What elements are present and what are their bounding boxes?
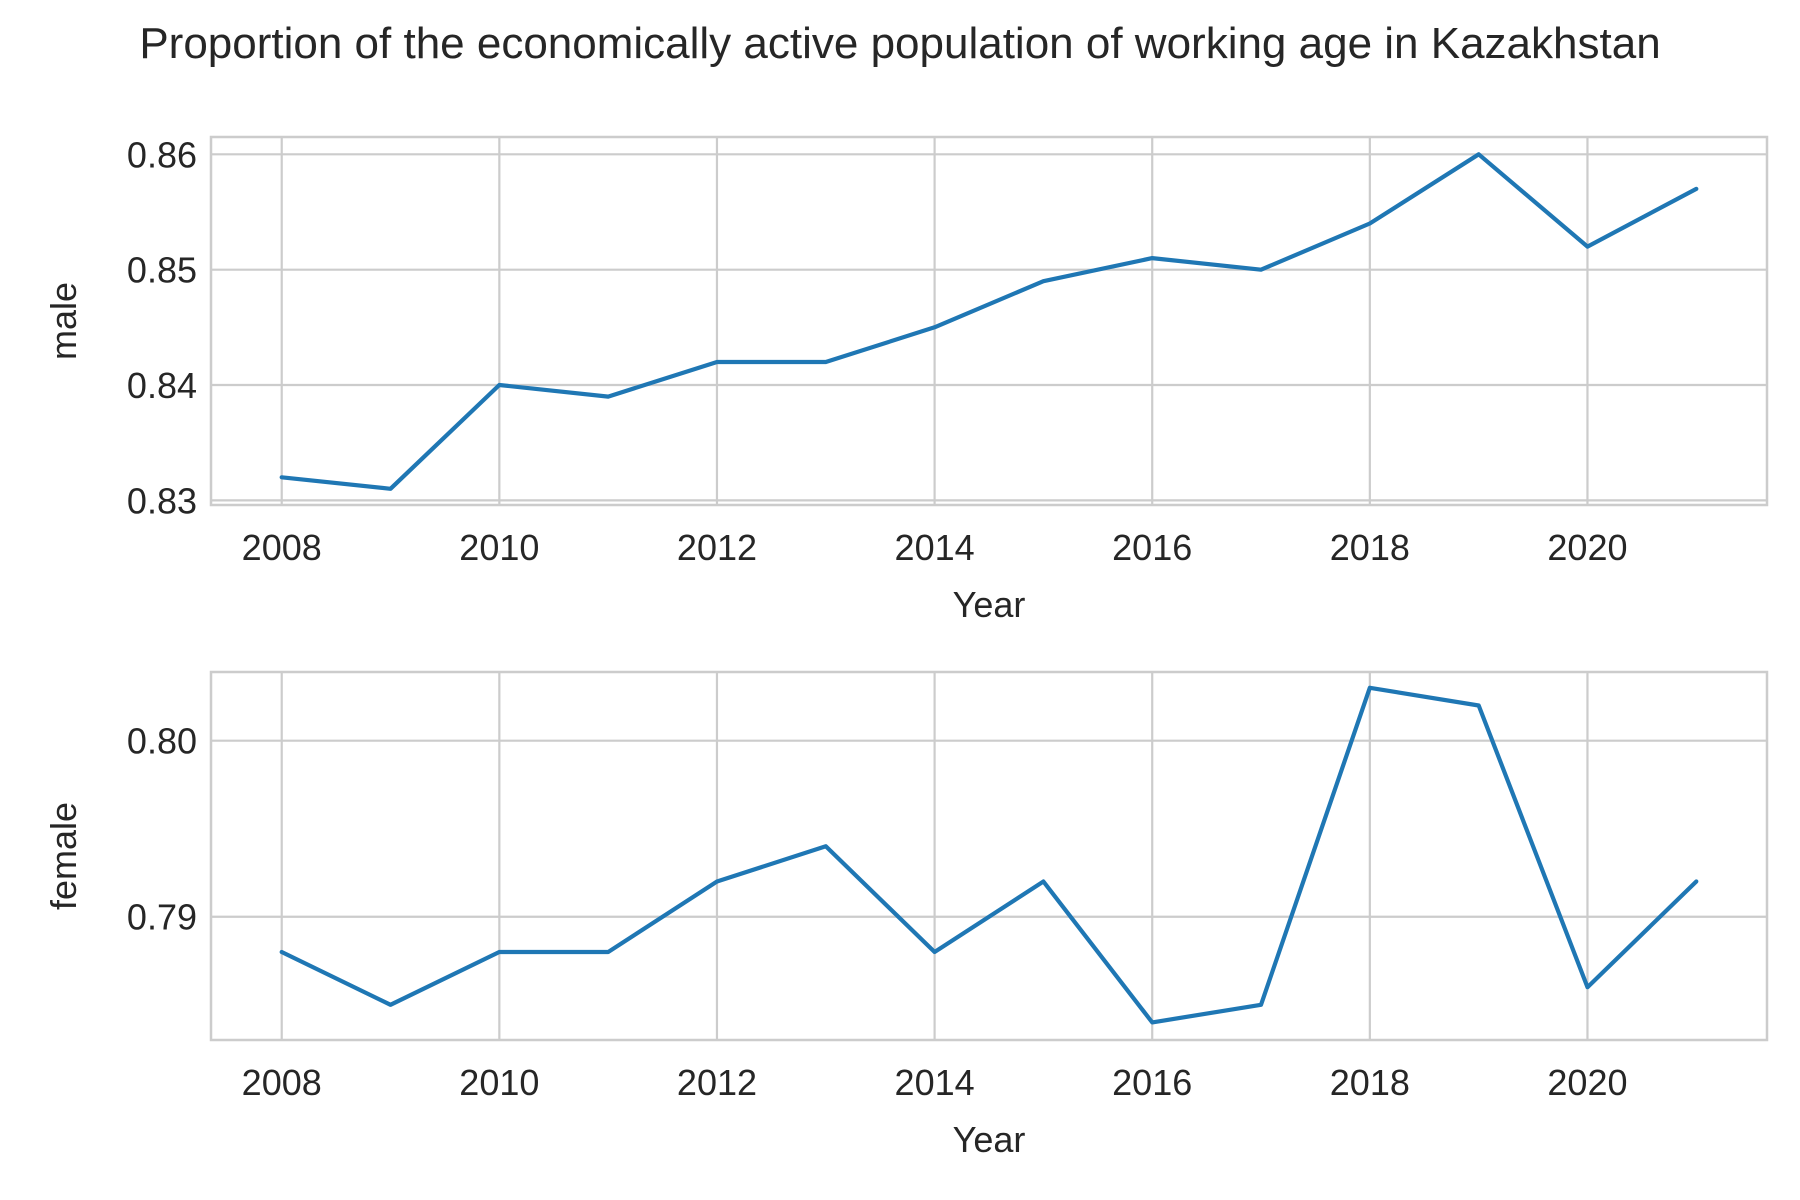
subplot-male: 2008 2010 2012 2014 2016 2018 2020 0.83 0.84 0.85… [43, 134, 1769, 625]
x-axis-label: Year [953, 1119, 1026, 1160]
y-tick-label: 0.84 [127, 365, 197, 406]
y-tick-label: 0.85 [127, 250, 197, 291]
x-tick-label: 2012 [677, 1062, 757, 1103]
x-tick-label: 2012 [677, 527, 757, 568]
series-line-female [279, 685, 1699, 1025]
y-axis-label: male [43, 282, 84, 360]
series-line-male [279, 152, 1699, 491]
x-tick-label: 2016 [1112, 1062, 1192, 1103]
y-tick-label: 0.79 [127, 897, 197, 938]
x-tick-label: 2018 [1330, 527, 1410, 568]
y-tick-label: 0.80 [127, 721, 197, 762]
x-axis-label: Year [953, 584, 1026, 625]
chart-title: Proportion of the economically active po… [139, 19, 1660, 68]
y-tick-label: 0.83 [127, 480, 197, 521]
x-tick-label: 2008 [242, 527, 322, 568]
plot-frame [209, 670, 1769, 1042]
y-axis-label: female [43, 802, 84, 910]
x-tick-label: 2020 [1547, 1062, 1627, 1103]
subplot-female: 2008 2010 2012 2014 2016 2018 2020 0.79 0.80 Year… [43, 670, 1769, 1160]
chart-panels: 2008 2010 2012 2014 2016 2018 2020 0.83 0.84 0.85… [43, 134, 1769, 1160]
x-tick-label: 2010 [459, 527, 539, 568]
x-tick-label: 2008 [242, 1062, 322, 1103]
plot-frame [209, 135, 1769, 507]
x-tick-label: 2014 [895, 527, 975, 568]
x-tick-label: 2014 [895, 1062, 975, 1103]
x-tick-label: 2010 [459, 1062, 539, 1103]
y-tick-label: 0.86 [127, 134, 197, 175]
x-tick-label: 2018 [1330, 1062, 1410, 1103]
x-tick-label: 2020 [1547, 527, 1627, 568]
x-tick-label: 2016 [1112, 527, 1192, 568]
